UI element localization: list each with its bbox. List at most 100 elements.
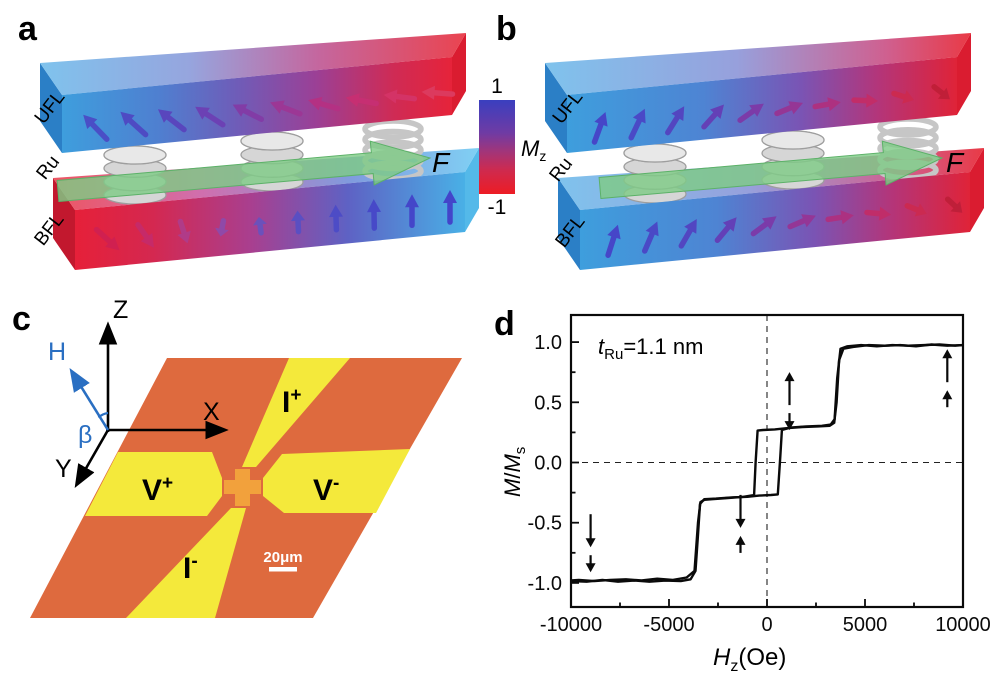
magnetization-arrow (891, 90, 914, 104)
magnetization-arrow (605, 224, 621, 258)
ufl-slab-left-face (545, 63, 567, 153)
panel-b-bfl-magnetization-arrows (605, 196, 963, 258)
magnetization-arrow (383, 89, 418, 104)
hysteresis-curve-down-sweep (570, 343, 964, 583)
magnetization-arrow (787, 214, 816, 230)
v-minus-label: V- (313, 473, 339, 507)
x-tick-label: 0 (761, 614, 772, 636)
magnetization-arrow (641, 221, 659, 254)
colorbar-label: Mz (521, 136, 546, 164)
magnetization-arrow (345, 93, 379, 107)
magnetization-arrow (135, 222, 154, 248)
layer-state-arrow-up (942, 390, 953, 408)
magnetization-arrow (931, 84, 950, 100)
bfl-slab-front-face (75, 172, 465, 270)
magnetization-arrow (421, 85, 456, 100)
panel-a-field-arrow (56, 140, 432, 203)
ufl-slab-top-face (545, 33, 971, 95)
x-tick-label: 5000 (843, 614, 888, 636)
h-field-label: H (48, 338, 66, 366)
panel-a-ufl-magnetization-arrows (83, 85, 456, 142)
colorbar-bottom-tick: -1 (488, 196, 507, 219)
y-tick-label: 0.5 (534, 392, 562, 414)
bfl-slab-right-face (465, 148, 479, 232)
y-tick-label: 0.0 (534, 453, 562, 475)
magnetization-arrow (774, 101, 803, 117)
magnetization-arrow (591, 112, 608, 145)
force-label: F (432, 147, 451, 178)
panel-b-label: b (496, 10, 517, 48)
magnetization-arrow (665, 106, 685, 136)
colorbar-top-tick: 1 (491, 75, 503, 98)
scale-bar-label: 20μm (263, 549, 302, 566)
panel-b-ufl-magnetization-arrows (591, 84, 950, 145)
layer-state-arrow-up (735, 535, 746, 553)
panel-b-field-arrow (598, 140, 944, 200)
magnetization-arrow (851, 93, 878, 108)
magnetization-arrow (714, 217, 737, 243)
magnetization-arrow (737, 103, 764, 123)
magnetization-arrow (308, 96, 341, 112)
magnetization-arrow (367, 199, 381, 231)
magnetization-arrow (443, 190, 457, 225)
y-axis-label: Y (55, 455, 72, 483)
magnetization-arrow (864, 206, 891, 221)
x-axis-label: X (203, 398, 220, 426)
ufl-slab-top-face (40, 33, 466, 95)
panel-a-bfl-magnetization-arrows (93, 190, 457, 251)
electrode-i-plus (242, 358, 350, 467)
hysteresis-plot-area: -10000 -5000 0 5000 10000 1.0 0.5 0.0 -0.5 -1.0 (528, 313, 991, 636)
magnetization-arrow (750, 216, 777, 237)
y-axis (74, 429, 110, 489)
magnetization-arrow (215, 218, 229, 237)
scale-bar (269, 567, 297, 572)
magnetization-arrow (232, 104, 265, 122)
magnetization-arrow (291, 210, 305, 235)
panel-d-label: d (494, 305, 515, 343)
ru-thickness-annotation: tRu=1.1 nm (598, 334, 703, 363)
v-plus-label: V+ (142, 473, 173, 507)
magnetization-arrow (83, 114, 110, 142)
magnetization-arrow (195, 106, 226, 128)
ufl-slab-left-face (40, 63, 62, 153)
ufl-slab-right-face (452, 33, 466, 115)
electrode-v-minus (263, 449, 410, 513)
panel-a-label: a (18, 10, 38, 48)
panel-c-device-schematic: c I+ V+ V- I- 20μm Z X Y H β (12, 296, 462, 618)
magnetization-arrow (158, 109, 187, 133)
bfl-slab-right-face (970, 148, 984, 232)
layer-state-arrow-up (942, 349, 953, 383)
magnetization-arrow (812, 97, 841, 112)
x-tick-label: -10000 (540, 614, 602, 636)
layer-state-arrow-down (735, 494, 746, 528)
electrode-v-plus (85, 452, 222, 516)
x-tick-label: -5000 (643, 614, 694, 636)
magnetization-arrow (93, 226, 120, 251)
layer-state-arrow-down (585, 555, 596, 573)
panel-d-hysteresis-plot: d -10000 -5000 0 5000 10000 1.0 0.5 0.0 -0.5 -1.0… (494, 305, 991, 675)
x-tick-label: 10000 (935, 614, 991, 636)
magnetization-arrow (678, 219, 697, 249)
panel-a-multilayer-diagram: a UFL Ru BFL F (18, 10, 479, 270)
z-axis-label: Z (113, 296, 128, 324)
exchange-field-block-arrow (56, 140, 432, 203)
h-field-vector (69, 368, 110, 431)
magnetization-arrow (944, 196, 963, 213)
hall-cross-vertical (235, 469, 250, 506)
y-tick-label: 1.0 (534, 332, 562, 354)
force-label: F (946, 147, 965, 178)
magnetization-arrow (701, 104, 724, 130)
ru-spacer-pillar (623, 143, 687, 204)
magnetization-arrow (628, 108, 646, 141)
layer-state-arrow-down (585, 514, 596, 548)
magnetization-arrow (270, 100, 303, 117)
beta-angle-arc (97, 411, 109, 419)
ufl-slab-right-face (957, 33, 971, 115)
bfl-slab-left-face (558, 178, 580, 270)
ufl-slab-front-face (62, 57, 452, 153)
layer-state-arrow-down (784, 413, 795, 431)
beta-angle-label: β (78, 421, 92, 449)
magnetization-arrow (329, 204, 343, 233)
y-axis-title: M/Ms (500, 447, 529, 497)
